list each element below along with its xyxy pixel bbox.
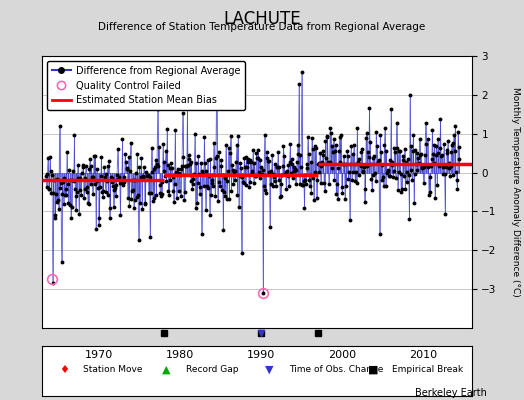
Text: LACHUTE: LACHUTE — [223, 10, 301, 28]
Text: 2010: 2010 — [409, 350, 437, 360]
Text: Empirical Break: Empirical Break — [392, 366, 463, 374]
Text: ■: ■ — [368, 365, 379, 375]
Text: ▲: ▲ — [162, 365, 171, 375]
Text: 1990: 1990 — [247, 350, 275, 360]
Text: Station Move: Station Move — [83, 366, 142, 374]
Y-axis label: Monthly Temperature Anomaly Difference (°C): Monthly Temperature Anomaly Difference (… — [510, 87, 520, 297]
Text: 1970: 1970 — [84, 350, 113, 360]
Text: ♦: ♦ — [59, 365, 69, 375]
Text: 2000: 2000 — [328, 350, 356, 360]
Legend: Difference from Regional Average, Quality Control Failed, Estimated Station Mean: Difference from Regional Average, Qualit… — [47, 61, 245, 110]
Text: 1980: 1980 — [166, 350, 194, 360]
Text: Difference of Station Temperature Data from Regional Average: Difference of Station Temperature Data f… — [99, 22, 425, 32]
Text: ▼: ▼ — [265, 365, 274, 375]
Text: Record Gap: Record Gap — [186, 366, 238, 374]
Text: Berkeley Earth: Berkeley Earth — [416, 388, 487, 398]
Text: Time of Obs. Change: Time of Obs. Change — [289, 366, 384, 374]
